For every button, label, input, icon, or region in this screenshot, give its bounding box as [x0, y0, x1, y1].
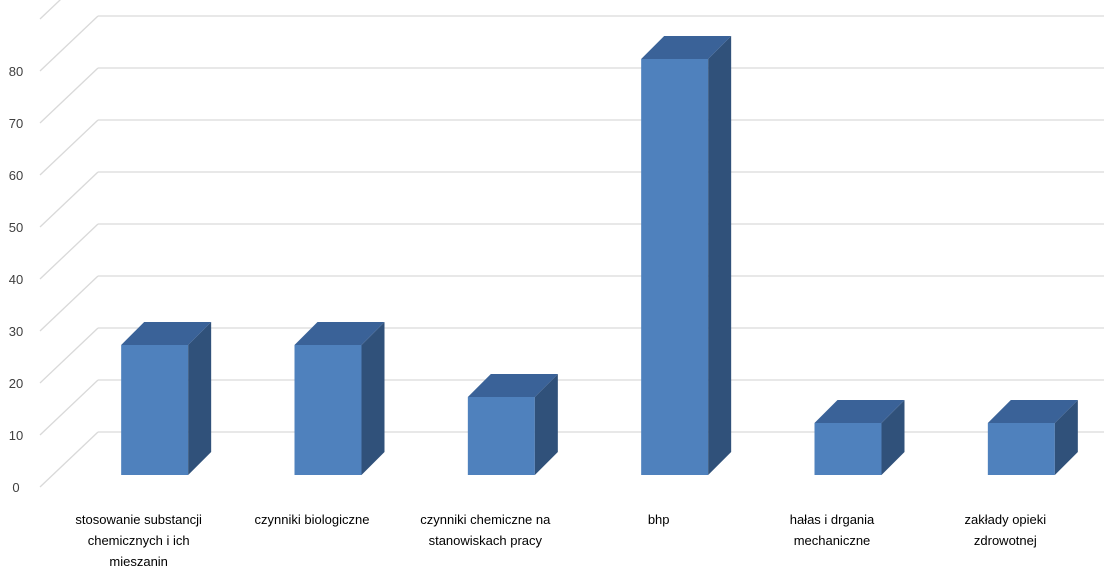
bar: [641, 36, 732, 475]
bar-front: [121, 345, 189, 475]
bar-side: [188, 322, 212, 475]
bar-top: [467, 374, 558, 397]
bar-side: [361, 322, 385, 475]
x-category-label: hałas i drgania mechaniczne: [790, 512, 875, 548]
bar: [467, 374, 558, 475]
x-category-label: stosowanie substancji chemicznych i ich mi…: [75, 512, 202, 569]
bar-side: [1054, 400, 1078, 475]
bar-top: [987, 400, 1078, 423]
bar-front: [987, 423, 1055, 475]
bar: [294, 322, 385, 475]
bar-front: [294, 345, 362, 475]
y-tick-label: 70: [9, 116, 23, 131]
bar-top: [294, 322, 385, 345]
y-tick-label: 60: [9, 168, 23, 183]
gridline-wall: [39, 119, 99, 176]
bar-front: [467, 397, 535, 475]
x-axis: stosowanie substancji chemicznych i ich mi…: [75, 512, 1046, 569]
y-tick-label: 0: [12, 480, 19, 495]
gridline-wall: [39, 15, 99, 72]
gridline-wall: [39, 431, 99, 488]
y-tick-label: 10: [9, 428, 23, 443]
bar-top: [121, 322, 212, 345]
bar-side: [534, 374, 558, 475]
bar-side: [881, 400, 905, 475]
bar-top: [641, 36, 732, 59]
bar: [121, 322, 212, 475]
y-axis: 0 10 20 30 40 50 60 70 80: [9, 64, 23, 495]
gridline-wall: [39, 275, 99, 332]
bar-front: [641, 59, 709, 475]
bar-side: [708, 36, 732, 475]
y-tick-label: 20: [9, 376, 23, 391]
y-tick-label: 50: [9, 220, 23, 235]
gridline-wall: [39, 223, 99, 280]
y-tick-label: 40: [9, 272, 23, 287]
bars: [121, 36, 1078, 475]
bar: [814, 400, 905, 475]
gridline-wall: [39, 379, 99, 436]
bar-top: [814, 400, 905, 423]
gridline-wall: [39, 0, 61, 20]
y-tick-label: 80: [9, 64, 23, 79]
gridline-wall: [39, 171, 99, 228]
x-category-label: czynniki chemiczne na stanowiskach pracy: [420, 512, 551, 548]
x-category-label: bhp: [648, 512, 670, 527]
gridline-wall: [39, 327, 99, 384]
x-category-label: zakłady opieki zdrowotnej: [965, 512, 1047, 548]
gridlines: [39, 0, 1104, 488]
x-category-label: czynniki biologiczne: [255, 512, 370, 527]
bar-front: [814, 423, 882, 475]
bar: [987, 400, 1078, 475]
gridline-wall: [39, 67, 99, 124]
y-tick-label: 30: [9, 324, 23, 339]
